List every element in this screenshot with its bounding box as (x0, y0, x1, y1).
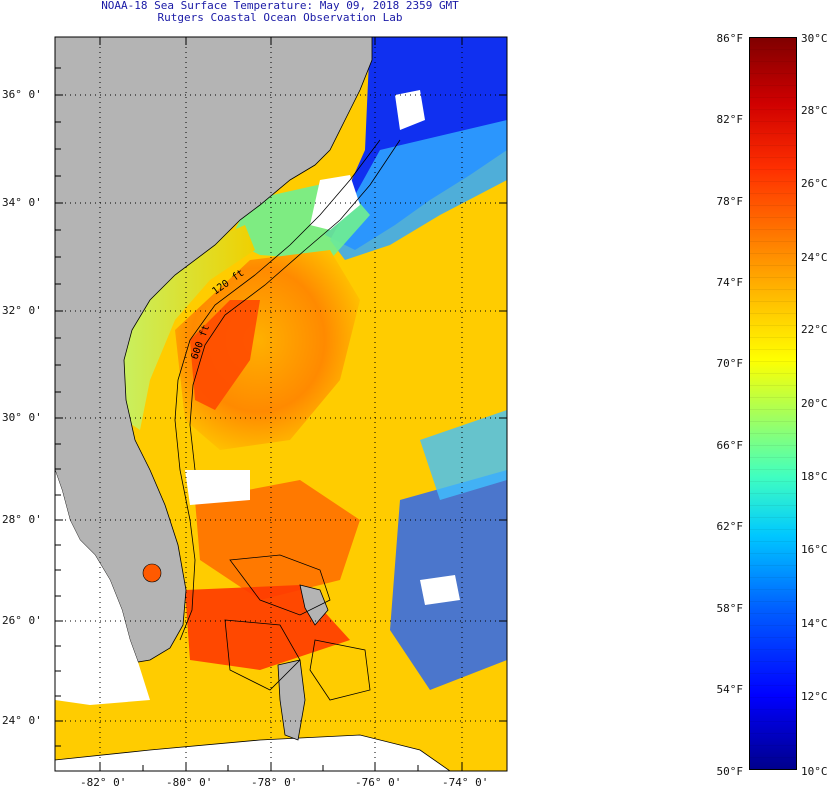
lat-label: 32° 0' (2, 304, 42, 317)
lake-okeechobee (142, 563, 162, 583)
scale-label-f: 70°F (716, 357, 744, 370)
temperature-color-scale (749, 37, 797, 770)
lon-label: -76° 0' (355, 776, 402, 789)
scale-label-c: 20°C (801, 397, 828, 410)
cool-water-shelf (330, 120, 507, 260)
scale-label-c: 10°C (801, 765, 828, 778)
isobath-120ft (174, 139, 381, 641)
lon-label: -78° 0' (251, 776, 298, 789)
bank-contour (224, 619, 301, 691)
map-frame (54, 36, 508, 772)
scale-label-f: 58°F (716, 602, 744, 615)
scale-label-f: 54°F (716, 683, 744, 696)
lat-label: 28° 0' (2, 513, 42, 526)
scale-label-f: 62°F (716, 520, 744, 533)
lat-label: 26° 0' (2, 614, 42, 627)
tick-marks (55, 37, 507, 771)
scale-label-c: 16°C (801, 543, 828, 556)
graticule (55, 37, 507, 771)
scale-label-c: 22°C (801, 323, 828, 336)
lat-label: 30° 0' (2, 411, 42, 424)
scale-label-f: 86°F (716, 32, 744, 45)
scale-label-c: 18°C (801, 470, 828, 483)
bank-contour (309, 639, 371, 701)
scale-label-c: 30°C (801, 32, 828, 45)
scale-label-c: 14°C (801, 617, 828, 630)
scale-label-f: 82°F (716, 113, 744, 126)
bank-contour (229, 554, 331, 616)
map-title: NOAA-18 Sea Surface Temperature: May 09,… (101, 0, 459, 12)
lat-label: 36° 0' (2, 88, 42, 101)
lat-label: 24° 0' (2, 714, 42, 727)
lon-label: -74° 0' (442, 776, 489, 789)
scale-label-f: 66°F (716, 439, 744, 452)
gulf-stream-hot-core (190, 300, 260, 410)
lat-label: 34° 0' (2, 196, 42, 209)
map-subtitle: Rutgers Coastal Ocean Observation Lab (157, 11, 403, 24)
scale-label-c: 26°C (801, 177, 828, 190)
scale-label-c: 12°C (801, 690, 828, 703)
cool-patch-east (420, 410, 507, 500)
scale-label-f: 78°F (716, 195, 744, 208)
warm-patch-south (195, 480, 360, 600)
land-cuba-outline (55, 734, 451, 771)
scale-label-c: 24°C (801, 251, 828, 264)
scale-label-c: 28°C (801, 104, 828, 117)
lon-label: -80° 0' (166, 776, 213, 789)
scale-label-f: 50°F (716, 765, 744, 778)
gulf-no-data (55, 470, 150, 705)
scale-label-f: 74°F (716, 276, 744, 289)
map-imagery: 120 ft 600 ft (55, 37, 507, 771)
cloud-mask (395, 90, 425, 130)
land-bahamas (299, 584, 329, 626)
coastal-shelf-water (122, 225, 255, 430)
cloud-mask (185, 470, 250, 505)
cloud-mask (420, 575, 460, 605)
lon-label: -82° 0' (80, 776, 127, 789)
